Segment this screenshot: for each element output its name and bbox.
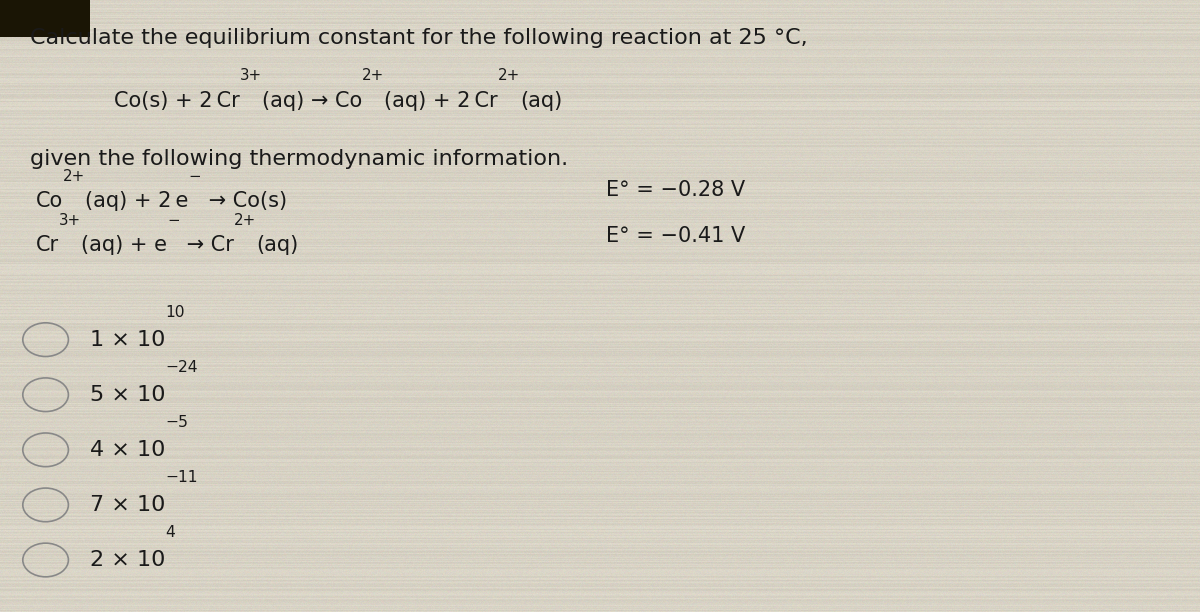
Text: (aq) + 2 e: (aq) + 2 e — [85, 191, 188, 211]
Text: Calculate the equilibrium constant for the following reaction at 25 °C,: Calculate the equilibrium constant for t… — [30, 28, 808, 48]
Text: given the following thermodynamic information.: given the following thermodynamic inform… — [30, 149, 568, 169]
Text: 10: 10 — [166, 305, 185, 320]
Text: 2+: 2+ — [498, 67, 521, 83]
Bar — [0, 0, 90, 37]
Text: E° = −0.41 V: E° = −0.41 V — [606, 226, 745, 245]
Text: (aq): (aq) — [256, 235, 299, 255]
Text: 3+: 3+ — [240, 67, 262, 83]
Text: (aq): (aq) — [521, 91, 563, 111]
Text: −: − — [167, 212, 180, 228]
Text: (aq) + 2 Cr: (aq) + 2 Cr — [384, 91, 498, 111]
Text: 4: 4 — [166, 525, 175, 540]
Text: 2+: 2+ — [234, 212, 256, 228]
Text: −24: −24 — [166, 360, 198, 375]
Text: Co(s) + 2 Cr: Co(s) + 2 Cr — [114, 91, 240, 111]
Text: −5: −5 — [166, 415, 188, 430]
Text: 2+: 2+ — [362, 67, 384, 83]
Text: (aq) → Co: (aq) → Co — [262, 91, 362, 111]
Text: 1 × 10: 1 × 10 — [90, 330, 166, 349]
Text: −: − — [188, 168, 202, 184]
Text: Co: Co — [36, 191, 64, 211]
Text: −11: −11 — [166, 470, 198, 485]
Text: 7 × 10: 7 × 10 — [90, 495, 166, 515]
Text: 2 × 10: 2 × 10 — [90, 550, 166, 570]
Text: → Co(s): → Co(s) — [202, 191, 287, 211]
Text: E° = −0.28 V: E° = −0.28 V — [606, 180, 745, 200]
Text: 4 × 10: 4 × 10 — [90, 440, 166, 460]
Text: 3+: 3+ — [59, 212, 82, 228]
Text: (aq) + e: (aq) + e — [82, 235, 167, 255]
Text: Cr: Cr — [36, 235, 59, 255]
Text: 2+: 2+ — [64, 168, 85, 184]
Text: → Cr: → Cr — [180, 235, 234, 255]
Text: 5 × 10: 5 × 10 — [90, 385, 166, 405]
